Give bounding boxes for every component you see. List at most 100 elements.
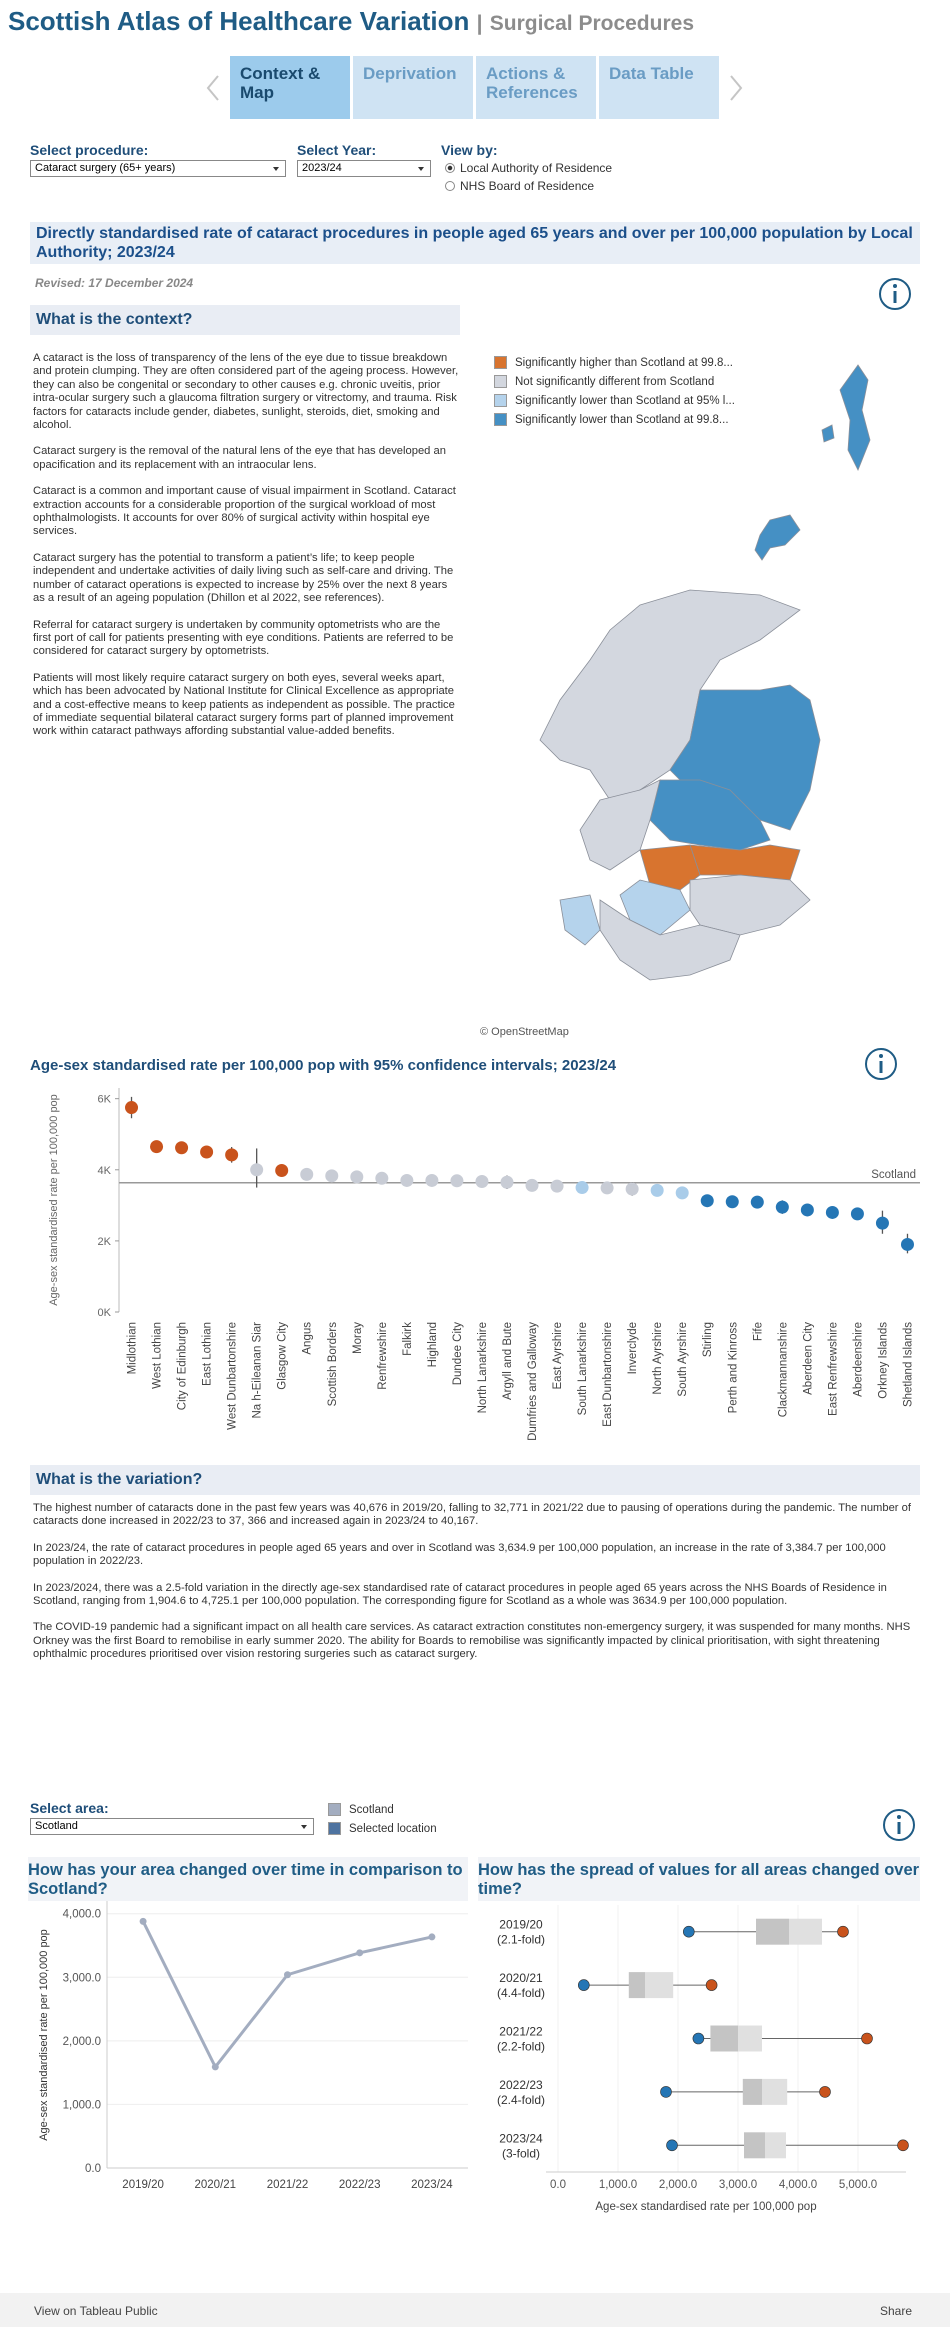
x-tick-label: Dundee City [452,1322,464,1386]
y-tick-label: 6K [98,1094,112,1106]
x-tick-label: East Renfrewshire [827,1322,839,1416]
x-tick-label: Stirling [702,1322,714,1357]
map-region [689,874,811,936]
x-tick-label: Clackmannanshire [777,1322,789,1417]
legend-label: Significantly lower than Scotland at 99.… [515,413,729,426]
legend-item: Significantly higher than Scotland at 99… [494,353,735,372]
tableau-link[interactable]: View on Tableau Public [34,2304,158,2318]
box-lower [756,1918,789,1945]
y-tick-label: 0K [98,1307,112,1319]
dot [500,1175,514,1189]
map-region [754,514,801,561]
dot [300,1167,314,1181]
info-icon[interactable] [879,278,911,310]
row-label: 2019/20 [499,1918,543,1932]
point [356,1949,364,1957]
section-heading: What is the context? [30,305,460,335]
dot [150,1140,164,1154]
x-tick-label: Glasgow City [277,1322,289,1390]
x-tick-label: North Ayrshire [652,1322,664,1395]
min-dot [692,2032,705,2045]
point [139,1917,147,1925]
map-region [559,894,601,946]
radio-label: NHS Board of Residence [460,179,595,193]
legend-item: Not significantly different from Scotlan… [494,372,735,391]
title: Scottish Atlas of Healthcare Variation [8,6,470,36]
legend-item: Significantly lower than Scotland at 99.… [494,410,735,429]
x-tick-label: 2022/23 [339,2179,381,2191]
radio-option[interactable]: Local Authority of Residence [445,159,612,177]
dot [850,1207,864,1221]
tab[interactable]: Deprivation [353,56,473,119]
x-tick-label: 4,000.0 [779,2179,817,2191]
x-tick-label: 2020/21 [195,2179,237,2191]
dot [675,1186,689,1200]
x-tick-label: Inverclyde [627,1322,639,1374]
y-axis-title: Age-sex standardised rate per 100,000 po… [48,1094,60,1306]
subtitle: Surgical Procedures [489,12,694,35]
point [211,2063,219,2071]
dot [575,1181,589,1195]
row-fold: (4.4-fold) [497,1986,545,2000]
year-label: Select Year: [297,142,377,158]
tab[interactable]: Actions & References [476,56,596,119]
section-heading: What is the variation? [30,1465,920,1495]
max-dot [705,1979,718,1991]
radio-button[interactable] [445,181,455,191]
box-upper [762,2078,788,2105]
radio-button[interactable] [445,163,455,173]
chart-title: Age-sex standardised rate per 100,000 po… [30,1057,617,1074]
view-options: Local Authority of Residence NHS Board of… [445,159,612,195]
next-arrow[interactable] [730,75,743,101]
dot [700,1194,714,1208]
x-axis-title: Age-sex standardised rate per 100,000 po… [595,2201,816,2213]
footer-bar [0,2293,950,2327]
x-tick-label: South Ayrshire [677,1322,689,1397]
prev-arrow[interactable] [206,75,219,101]
info-icon[interactable] [883,1809,915,1841]
x-tick-label: Dumfries and Galloway [527,1322,539,1441]
revised-date: Revised: 17 December 2024 [35,276,194,290]
paragraph: Referral for cataract surgery is underta… [33,618,454,658]
map [539,364,871,981]
max-dot [837,1925,849,1938]
dot [275,1163,289,1177]
info-icon[interactable] [865,1048,897,1080]
share-button[interactable]: Share [880,2304,913,2318]
legend-label: Scotland [349,1803,394,1816]
tab[interactable]: Data Table [599,56,719,119]
paragraph: The highest number of cataracts done in … [33,1502,911,1528]
year-dropdown[interactable]: 2023/24 [297,160,431,177]
box-upper [738,2025,762,2052]
x-tick-label: South Lanarkshire [577,1322,589,1415]
dot [650,1183,664,1197]
dot [725,1195,739,1209]
x-tick-label: East Ayrshire [552,1322,564,1390]
x-tick-label: 2021/22 [267,2179,309,2191]
dot [775,1200,789,1214]
tab[interactable]: Context & Map [230,56,350,119]
map-region [649,779,771,851]
dot [825,1205,839,1219]
x-tick-label: 2023/24 [411,2179,453,2191]
procedure-dropdown[interactable]: Cataract surgery (65+ years) [30,160,286,177]
radio-option[interactable]: NHS Board of Residence [445,177,612,195]
x-tick-label: 3,000.0 [719,2179,757,2191]
max-dot [897,2139,909,2152]
x-tick-label: Aberdeen City [802,1322,814,1395]
point [428,1933,436,1941]
page-title: Scottish Atlas of Healthcare Variation |… [8,6,694,37]
y-tick-label: 1,000.0 [63,2099,101,2111]
area-dropdown[interactable]: Scotland [30,1818,314,1835]
paragraph: Cataract surgery is the removal of the n… [33,445,446,471]
dot [350,1170,364,1184]
legend-swatch [494,394,507,407]
dot [800,1203,814,1217]
legend-item: Selected location [328,1819,437,1838]
dot [325,1169,339,1183]
paragraph: The COVID-19 pandemic had a significant … [33,1621,911,1661]
variation-text: The highest number of cataracts done in … [33,1502,918,1675]
procedure-label: Select procedure: [30,142,149,158]
